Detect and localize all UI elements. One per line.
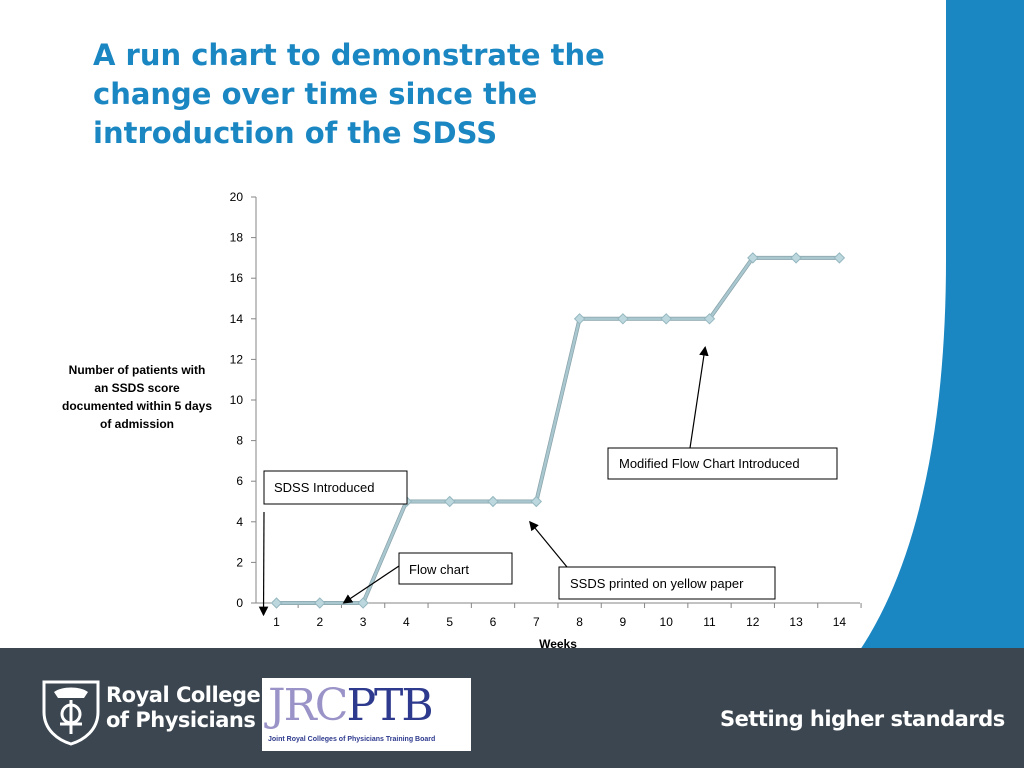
y-tick-label: 8 [236, 434, 243, 448]
rcp-logo-text: Royal College of Physicians [106, 683, 261, 733]
data-point [270, 597, 283, 609]
data-point [790, 252, 802, 264]
annotation-label: Modified Flow Chart Introduced [619, 456, 800, 471]
annotation-arrow [689, 346, 709, 449]
jrcptb-logo: JRCPTB Joint Royal Colleges of Physician… [262, 678, 471, 751]
jrc-letters: JRC [268, 680, 348, 731]
x-axis-title: Weeks [539, 637, 577, 650]
x-tick-label: 6 [490, 615, 497, 629]
data-point [747, 252, 759, 264]
org-name-line1: Royal College [106, 683, 261, 707]
annotation-label: Flow chart [409, 562, 469, 577]
footer-bar [0, 648, 1024, 768]
data-point [660, 313, 672, 325]
y-tick-label: 14 [230, 312, 244, 326]
y-tick-label: 10 [230, 393, 244, 407]
chart-annotations: SDSS Introduced Flow chart SSDS printed on… [258, 346, 838, 617]
y-axis-title-line: Number of patients with [69, 363, 206, 377]
x-tick-label: 8 [576, 615, 583, 629]
jrcptb-full-name: Joint Royal Colleges of Physicians Train… [268, 736, 436, 743]
x-tick-label: 1 [273, 615, 280, 629]
x-tick-label: 13 [789, 615, 803, 629]
annotation-box [398, 552, 513, 585]
x-tick-label: 7 [533, 615, 540, 629]
jrcptb-letters: JRCPTB [268, 680, 434, 731]
rcp-crest-icon [42, 680, 100, 746]
data-point [703, 313, 716, 325]
y-tick-label: 2 [236, 555, 243, 569]
y-tick-label: 16 [230, 271, 244, 285]
org-name-line2: of Physicians [106, 708, 256, 732]
y-tick-label: 20 [230, 190, 244, 204]
y-tick-label: 6 [236, 474, 243, 488]
side-decoration-band [860, 0, 1024, 650]
data-point [443, 495, 456, 508]
annotation-box [607, 447, 838, 480]
data-point [314, 597, 326, 609]
y-tick-label: 0 [236, 596, 243, 610]
data-point [487, 495, 499, 508]
x-tick-label: 2 [316, 615, 323, 629]
annotation-arrow [529, 520, 568, 568]
x-tick-label: 5 [446, 615, 453, 629]
x-tick-label: 14 [833, 615, 847, 629]
ptb-letters: PTB [346, 680, 433, 731]
y-axis-title-line: of admission [100, 417, 174, 431]
data-point [357, 597, 369, 609]
annotation-label: SSDS printed on yellow paper [570, 576, 744, 591]
annotation-box [263, 470, 408, 505]
series-line [276, 256, 840, 605]
x-tick-label: 9 [620, 615, 627, 629]
annotation-box [558, 566, 776, 600]
y-tick-label: 12 [230, 352, 244, 366]
x-tick-label: 4 [403, 615, 410, 629]
annotation-arrow [342, 565, 400, 604]
data-point [617, 313, 629, 325]
tagline: Setting higher standards [720, 707, 1005, 731]
data-point [530, 495, 543, 508]
y-tick-label: 18 [230, 231, 244, 245]
data-series [270, 252, 846, 609]
y-tick-label: 4 [236, 515, 243, 529]
x-tick-label: 3 [360, 615, 367, 629]
y-axis-label: Number of patients with an SSDS score docu… [62, 363, 212, 431]
x-tick-label: 12 [746, 615, 760, 629]
x-tick-label: 11 [703, 615, 716, 629]
data-point [573, 313, 586, 325]
series-line-shadow [276, 255, 840, 605]
y-axis-title-line: an SSDS score [94, 381, 180, 395]
data-point [833, 252, 846, 264]
y-axis-title-line: documented within 5 days [62, 399, 212, 413]
slide-title: A run chart to demonstrate the change ov… [93, 38, 605, 150]
x-tick-label: 10 [660, 615, 674, 629]
annotation-label: SDSS Introduced [274, 480, 374, 495]
